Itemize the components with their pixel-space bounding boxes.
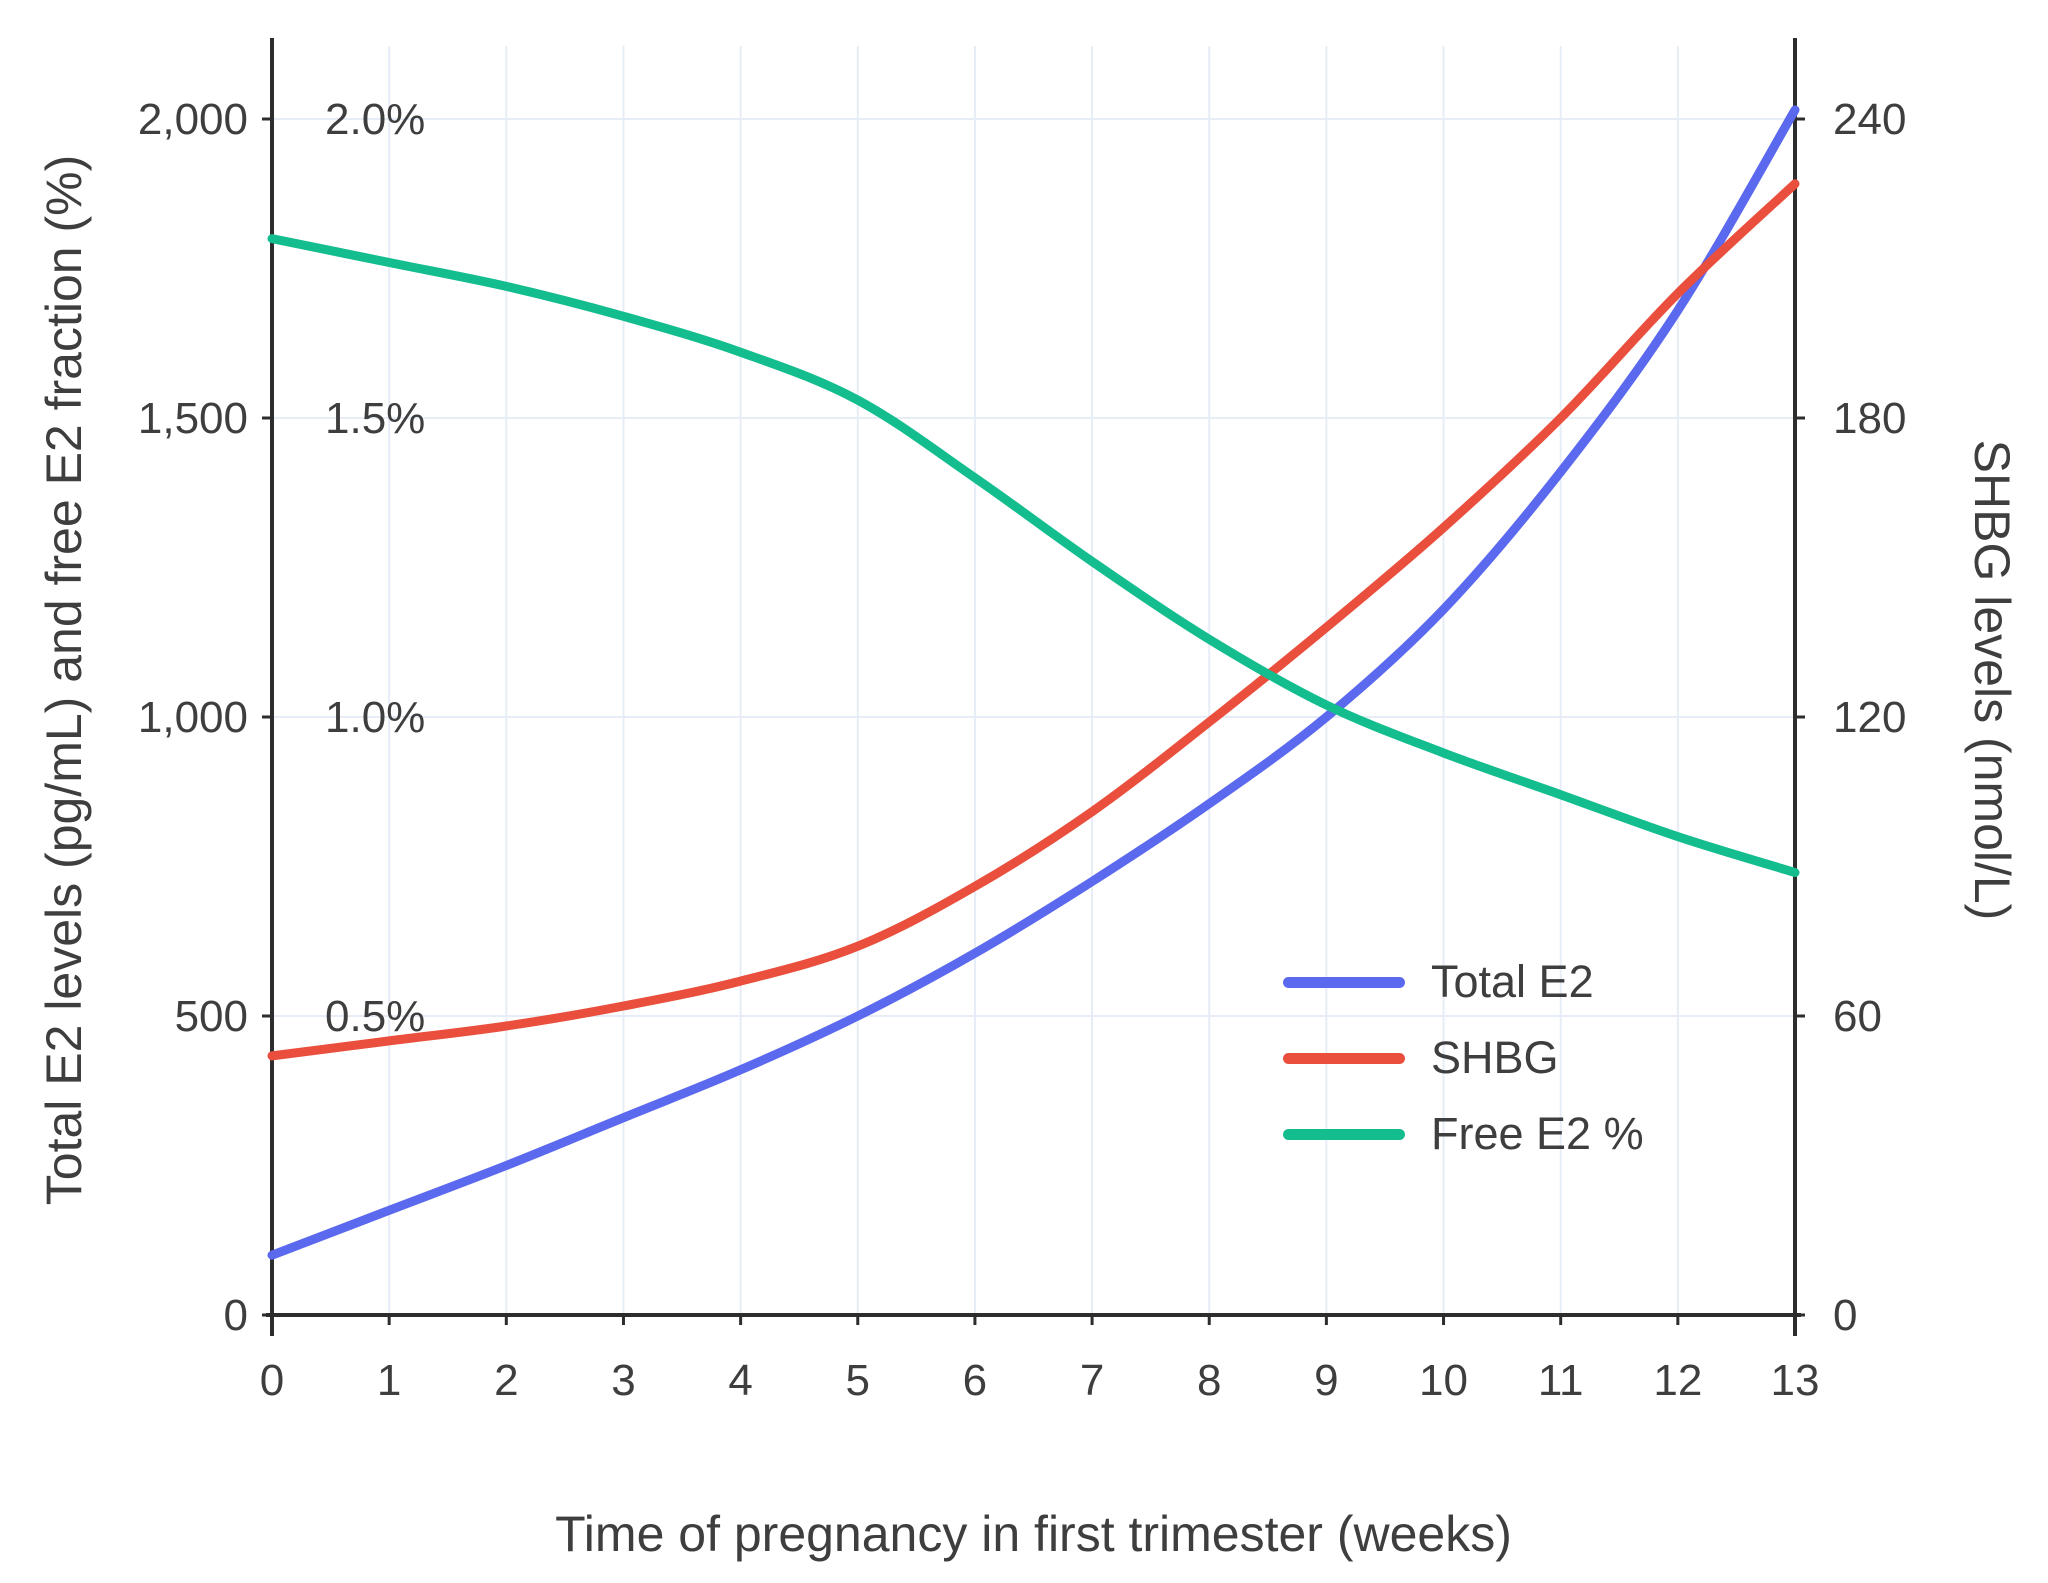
x-axis-tick-label: 4 <box>728 1356 752 1405</box>
x-axis-tick-label: 6 <box>963 1356 987 1405</box>
x-axis-tick-label: 13 <box>1771 1356 1820 1405</box>
percent-tick-label: 1.0% <box>325 693 425 742</box>
legend-item-total-e2: Total E2 <box>1283 956 1644 1008</box>
series-line-free-e2 <box>267 234 1800 877</box>
series-line-shbg <box>267 179 1800 1061</box>
percent-tick-label: 1.5% <box>325 394 425 443</box>
left-axis-tick-label: 1,000 <box>138 693 248 742</box>
percent-tick-label: 0.5% <box>325 992 425 1041</box>
left-y-axis-title: Total E2 levels (pg/mL) and free E2 frac… <box>36 154 92 1206</box>
x-axis-tick-label: 7 <box>1080 1356 1104 1405</box>
right-y-axis-title: SHBG levels (nmol/L) <box>1964 439 2020 921</box>
x-axis-tick-label: 10 <box>1419 1356 1468 1405</box>
legend-swatch-free-e2-pct <box>1283 1128 1405 1140</box>
right-axis-tick-label: 240 <box>1833 95 1906 144</box>
percent-tick-label: 2.0% <box>325 95 425 144</box>
legend-item-shbg: SHBG <box>1283 1032 1644 1084</box>
legend-label-total-e2: Total E2 <box>1431 956 1594 1007</box>
x-axis-tick-label: 1 <box>377 1356 401 1405</box>
right-axis-tick-label: 60 <box>1833 992 1882 1041</box>
legend: Total E2 SHBG Free E2 % <box>1283 956 1644 1184</box>
legend-item-free-e2-pct: Free E2 % <box>1283 1108 1644 1160</box>
x-axis-tick-label: 0 <box>260 1356 284 1405</box>
x-axis-tick-label: 9 <box>1314 1356 1338 1405</box>
right-axis-tick-label: 120 <box>1833 693 1906 742</box>
left-axis-tick-label: 1,500 <box>138 394 248 443</box>
series-line-total-e2 <box>267 105 1800 1260</box>
legend-label-free-e2-pct: Free E2 % <box>1431 1108 1644 1159</box>
x-axis-tick-label: 2 <box>494 1356 518 1405</box>
left-axis-tick-label: 0 <box>224 1291 248 1340</box>
right-axis-tick-label: 0 <box>1833 1291 1857 1340</box>
left-axis-tick-label: 500 <box>175 992 248 1041</box>
x-axis-tick-label: 11 <box>1538 1356 1584 1405</box>
right-axis-tick-label: 180 <box>1833 394 1906 443</box>
x-axis-tick-label: 5 <box>846 1356 870 1405</box>
x-axis-tick-label: 8 <box>1197 1356 1221 1405</box>
x-axis-tick-label: 12 <box>1653 1356 1702 1405</box>
legend-swatch-shbg <box>1283 1052 1405 1064</box>
left-axis-tick-label: 2,000 <box>138 95 248 144</box>
x-axis-title: Time of pregnancy in first trimester (we… <box>555 1506 1512 1562</box>
legend-swatch-total-e2 <box>1283 976 1405 988</box>
legend-label-shbg: SHBG <box>1431 1032 1559 1083</box>
x-axis-tick-label: 3 <box>611 1356 635 1405</box>
